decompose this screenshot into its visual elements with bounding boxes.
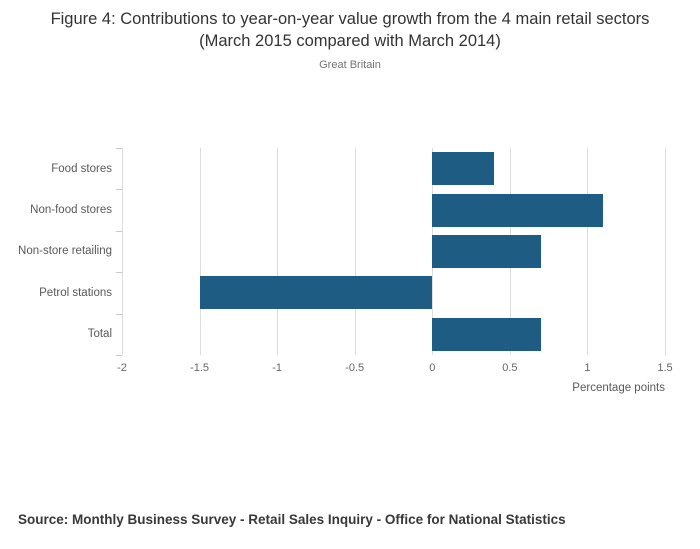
gridline-x--1 (277, 148, 279, 355)
y-axis-labels: Food stores Non-food stores Non-store reta… (0, 148, 112, 355)
x-tick-label: -2 (117, 362, 127, 374)
x-tick-label: 1 (584, 362, 591, 374)
y-axis-label-total: Total (87, 328, 112, 341)
bar-petrol-stations (199, 276, 433, 310)
y-axis-tick (116, 355, 122, 356)
x-tick-label: -0.5 (345, 362, 365, 374)
x-tick-label: -1.5 (190, 362, 210, 374)
gridline-x-1.5 (665, 148, 666, 355)
bar-total (432, 317, 541, 351)
gridline-x--1.5 (199, 148, 201, 355)
y-axis-tick (116, 148, 122, 149)
chart-title: Figure 4: Contributions to year-on-year … (50, 10, 650, 51)
y-axis-tick (116, 314, 122, 315)
y-axis-label-petrol-stations: Petrol stations (39, 286, 112, 299)
y-axis-tick (116, 272, 122, 273)
gridline-x--2 (122, 148, 123, 355)
y-axis-label-food-stores: Food stores (51, 162, 112, 175)
bar-food-stores (432, 152, 495, 186)
gridline-x-1 (587, 148, 589, 355)
y-axis-tick (116, 231, 122, 232)
x-tick-label: 0.5 (502, 362, 518, 374)
x-axis-title: Percentage points (572, 382, 665, 394)
y-axis-tick (116, 189, 122, 190)
y-axis-label-non-food-stores: Non-food stores (30, 204, 112, 217)
plot-area: -2 -1.5 -1 -0.5 0 0.5 1 1.5 (116, 148, 673, 374)
source-note: Source: Monthly Business Survey - Retail… (18, 512, 566, 527)
x-tick-label: 0 (429, 362, 436, 374)
y-axis-label-non-store-retailing: Non-store retailing (18, 245, 112, 258)
bar-non-store-retailing (432, 235, 541, 268)
x-tick-label: 1.5 (657, 362, 673, 374)
bar-non-food-stores (432, 193, 603, 227)
x-tick-label: -1 (272, 362, 283, 374)
chart-subtitle: Great Britain (319, 59, 381, 71)
gridline-x--0.5 (354, 148, 356, 355)
